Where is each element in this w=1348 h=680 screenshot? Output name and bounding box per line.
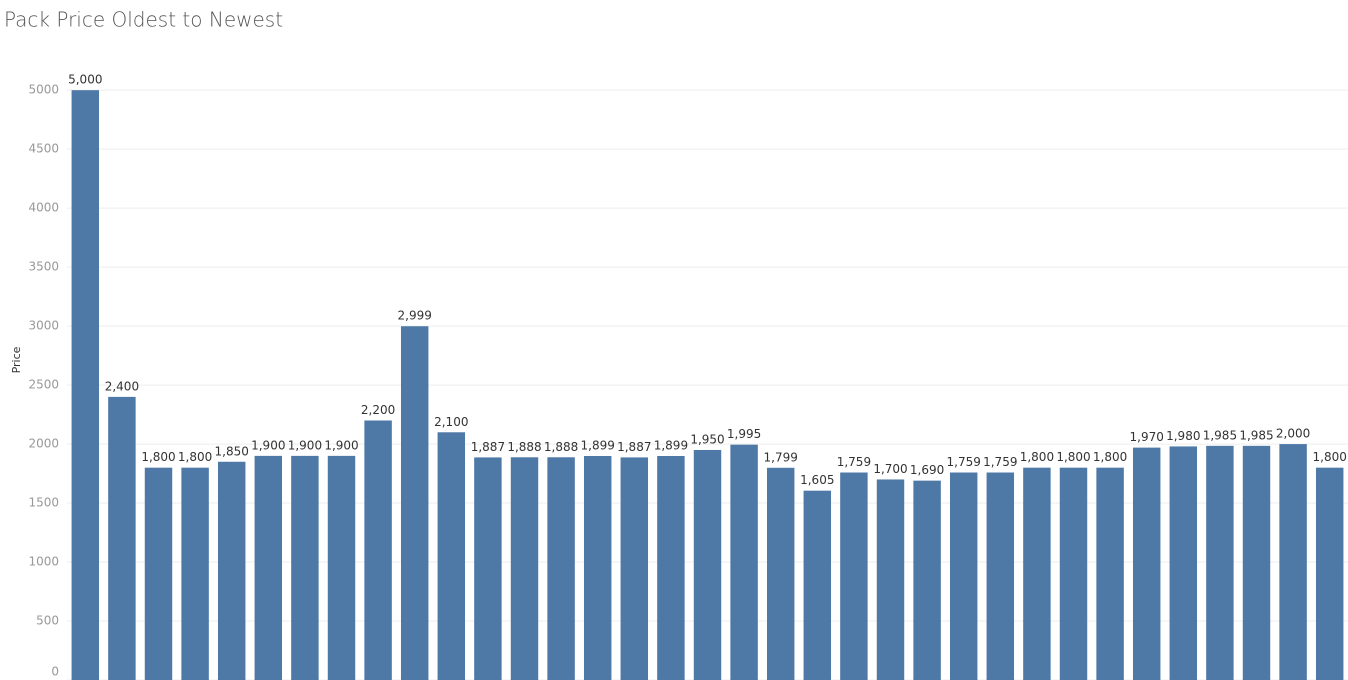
value-label: 1,759 [947,455,981,469]
value-label: 1,899 [581,438,615,452]
bar [657,455,685,680]
bar [291,455,319,680]
bar [1132,447,1161,680]
bar [1279,444,1307,680]
bar [327,455,356,680]
bar [1206,445,1234,680]
bar [1096,467,1124,680]
bar [1169,446,1198,680]
value-label: 1,800 [178,450,212,464]
y-axis-label: Price [10,346,23,373]
bar [547,457,575,680]
value-label: 1,980 [1166,429,1200,443]
chart-title: Pack Price Oldest to Newest [4,8,283,32]
bar [803,490,832,680]
value-label: 1,899 [654,438,688,452]
value-label: 1,888 [544,440,578,454]
value-label: 1,985 [1203,428,1237,442]
bar [1023,467,1051,680]
y-tick-label: 3000 [28,319,59,333]
value-label: 2,400 [105,379,139,393]
value-label: 2,200 [361,403,395,417]
bar [181,467,209,680]
y-tick-label: 0 [51,665,59,679]
value-label: 2,100 [434,415,468,429]
value-label: 1,605 [800,473,834,487]
value-label: 1,759 [983,455,1017,469]
y-tick-label: 500 [36,614,59,628]
value-label: 1,985 [1239,428,1273,442]
bar [364,420,392,680]
y-tick-label: 5000 [28,83,59,97]
bar [510,457,539,680]
bar [949,472,978,680]
value-label: 2,999 [398,309,432,323]
y-tick-label: 4000 [28,201,59,215]
bar [1242,445,1271,680]
value-label: 1,970 [1130,430,1164,444]
value-label: 1,700 [873,462,907,476]
bar [620,457,649,680]
value-label: 1,800 [1313,450,1347,464]
value-label: 1,887 [617,440,651,454]
value-label: 1,690 [910,463,944,477]
y-tick-label: 2500 [28,378,59,392]
bar [474,457,502,680]
value-label: 1,759 [837,455,871,469]
value-label: 1,995 [727,427,761,441]
bar [1315,467,1344,680]
value-label: 2,000 [1276,427,1310,441]
value-label: 1,887 [471,440,505,454]
y-tick-label: 4500 [28,142,59,156]
bar [730,444,758,680]
value-label: 1,850 [215,444,249,458]
bar [583,455,612,680]
bar [913,480,941,680]
value-label: 1,800 [1056,450,1090,464]
value-label: 1,800 [1093,450,1127,464]
bar [108,396,136,680]
value-label: 1,900 [288,438,322,452]
value-label: 5,000 [68,73,102,87]
value-label: 1,900 [251,438,285,452]
bar [437,432,466,680]
y-tick-label: 1000 [28,555,59,569]
y-tick-label: 2000 [28,437,59,451]
value-label: 1,800 [141,450,175,464]
bar [71,90,100,680]
bar [766,467,795,680]
bar [217,461,246,680]
bar [144,467,173,680]
value-label: 1,799 [764,450,798,464]
bar [1059,467,1088,680]
value-label: 1,888 [507,440,541,454]
y-tick-label: 3500 [28,260,59,274]
value-label: 1,800 [1020,450,1054,464]
bar [693,449,722,680]
value-label: 1,900 [324,438,358,452]
bar [840,472,868,680]
bar [400,326,429,680]
bar [986,472,1015,680]
y-tick-label: 1500 [28,496,59,510]
value-label: 1,950 [690,432,724,446]
bar [254,455,283,680]
bar [876,479,905,680]
